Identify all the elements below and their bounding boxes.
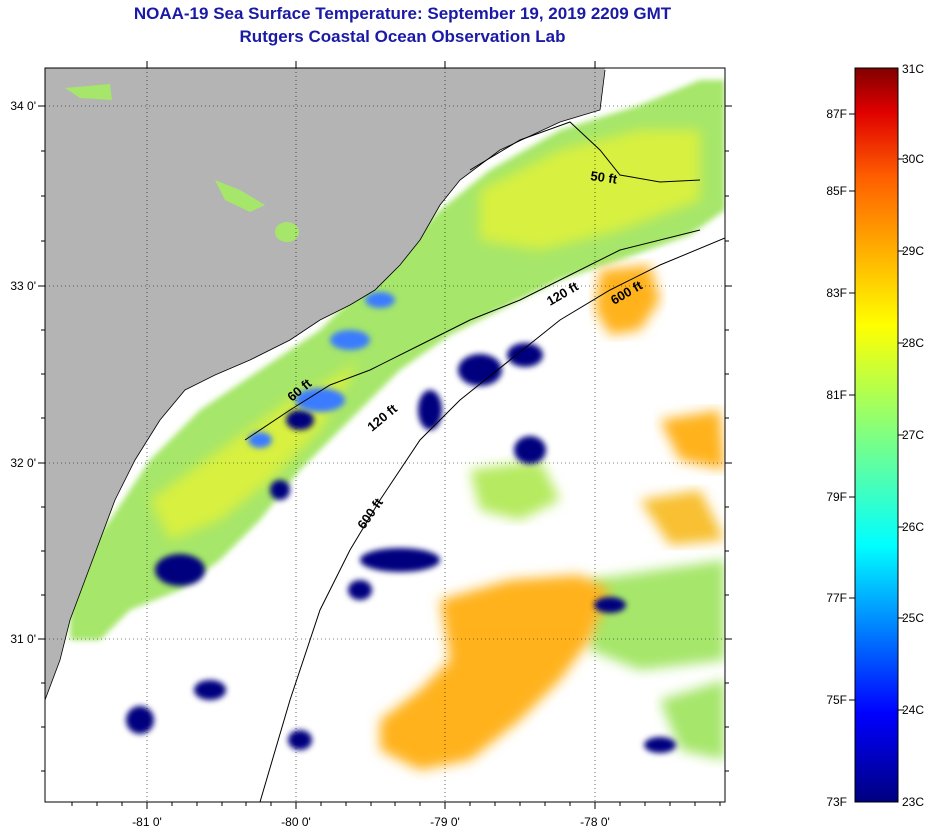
cb-f-79: 79F [826, 490, 847, 504]
cb-c-28: 28C [902, 336, 924, 350]
lon-label-81: -81 0' [132, 815, 162, 829]
coastline [45, 69, 606, 701]
cb-c-31: 31C [902, 62, 924, 76]
isobath-50ft [469, 121, 701, 183]
cb-c-27: 27C [902, 428, 924, 442]
land-mass [45, 68, 605, 700]
cb-f-81: 81F [826, 388, 847, 402]
cb-c-25: 25C [902, 611, 924, 625]
lat-ticks [38, 105, 732, 772]
gulf-stream-band [590, 560, 725, 670]
cb-f-87: 87F [826, 107, 847, 121]
lat-label-34: 34 0' [10, 99, 36, 113]
lat-label-31: 31 0' [10, 632, 36, 646]
isobath-600ft [259, 237, 725, 802]
isobath-label-50ft: 50 ft [590, 168, 619, 187]
map-area: 50 ft 60 ft 120 ft 120 ft 600 ft 600 ft [45, 68, 725, 802]
lon-label-79: -79 0' [430, 815, 460, 829]
cb-f-85: 85F [826, 184, 847, 198]
cb-c-23: 23C [902, 795, 924, 809]
lat-label-33: 33 0' [10, 279, 36, 293]
lat-label-32: 32 0' [10, 456, 36, 470]
green-patch-mid [470, 460, 560, 520]
lon-ticks [71, 61, 721, 809]
cb-c-26: 26C [902, 520, 924, 534]
chart-subtitle: Rutgers Coastal Ocean Observation Lab [239, 27, 566, 46]
cb-f-77: 77F [826, 591, 847, 605]
inland-lake-2 [215, 180, 265, 212]
cb-c-24: 24C [902, 703, 924, 717]
cold-spots [126, 343, 676, 753]
cb-c-30: 30C [902, 152, 924, 166]
cb-c-29: 29C [902, 244, 924, 258]
cool-patches [248, 292, 395, 448]
warm-orange-patch-2 [595, 265, 660, 335]
warm-orange-patch [380, 575, 610, 770]
cb-f-75: 75F [826, 693, 847, 707]
lon-label-78: -78 0' [580, 815, 610, 829]
graticule [45, 68, 725, 802]
warm-orange-patch-3 [660, 410, 725, 470]
lon-label-80: -80 0' [281, 815, 311, 829]
inland-lake-3 [275, 222, 299, 242]
chart-title: NOAA-19 Sea Surface Temperature: Septemb… [133, 4, 672, 23]
colorbar: 87F 85F 83F 81F 79F 77F 75F 73F 31C 30C … [826, 62, 924, 809]
colorbar-ticks [849, 113, 904, 711]
warm-orange-patch-4 [640, 490, 725, 545]
cb-f-73: 73F [826, 795, 847, 809]
map-frame [44, 67, 726, 803]
isobaths [244, 121, 725, 802]
isobath-120ft [244, 229, 701, 441]
cb-f-83: 83F [826, 286, 847, 300]
colorbar-gradient [854, 67, 899, 803]
shelf-yellow-band-north [480, 130, 700, 250]
inland-lake [65, 84, 112, 100]
green-patch-east [660, 680, 725, 760]
